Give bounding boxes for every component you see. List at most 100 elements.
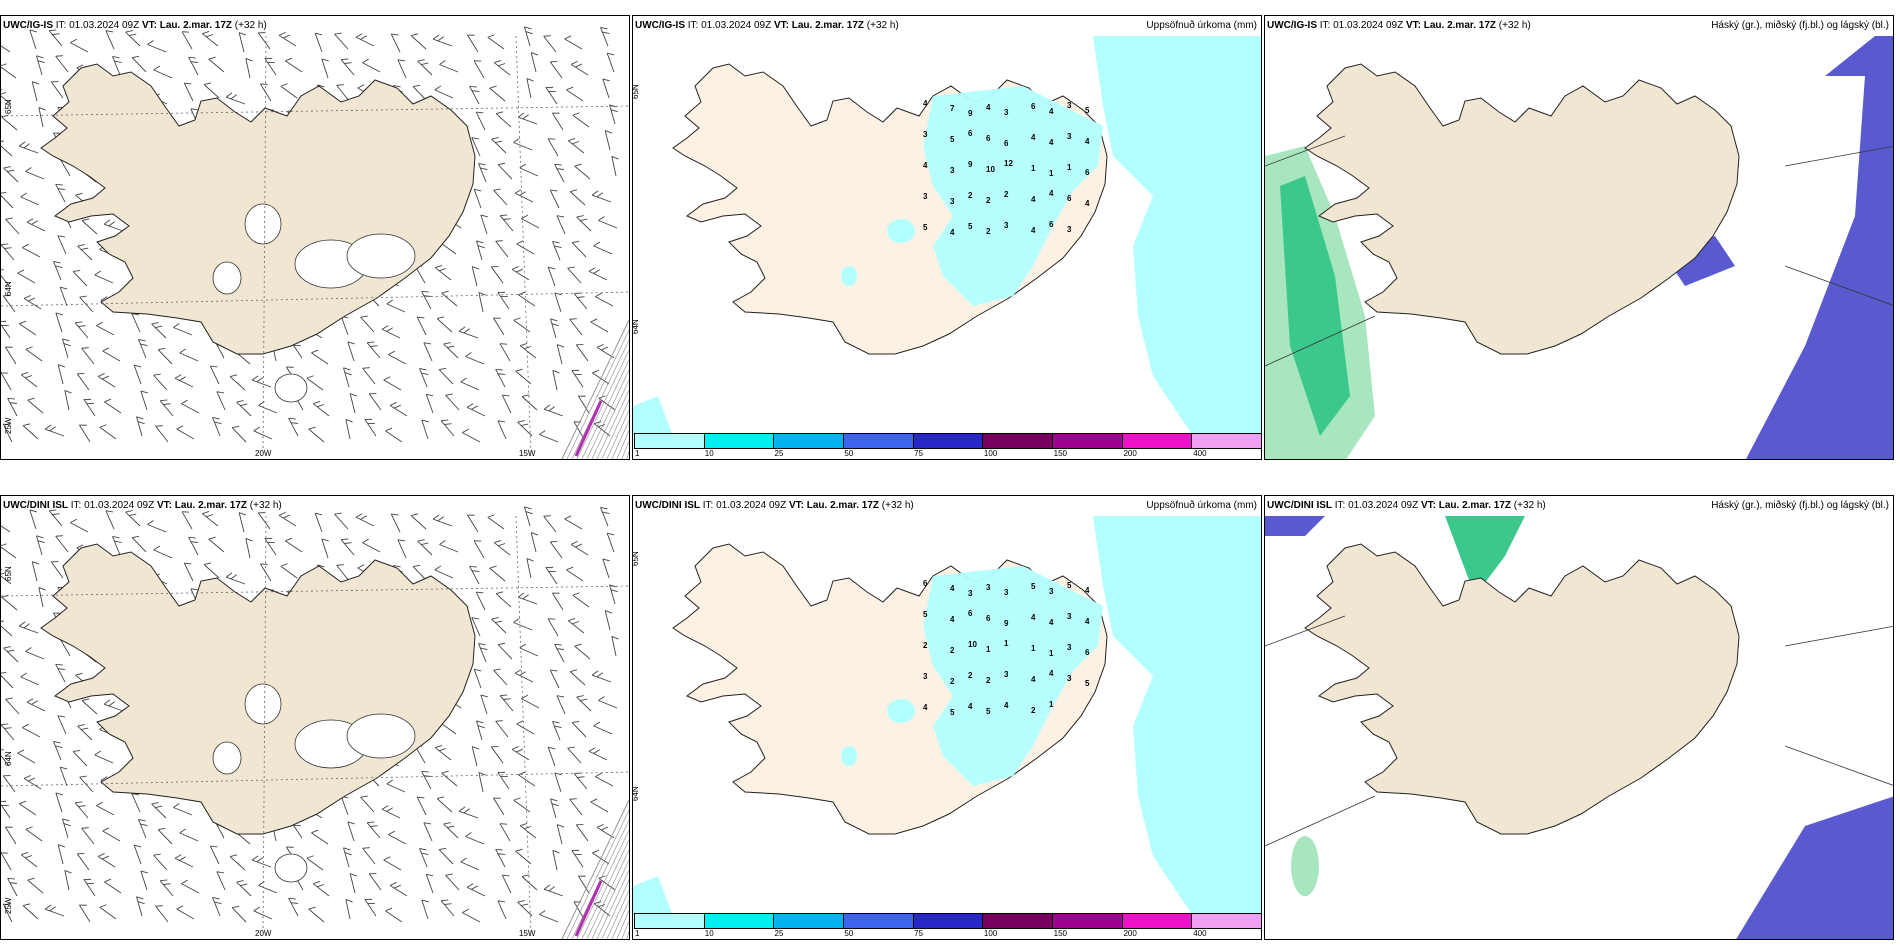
barb-staff xyxy=(593,725,613,735)
barb-staff xyxy=(554,292,562,313)
barb-staff xyxy=(397,539,407,559)
barb-feather xyxy=(598,904,606,908)
barb-feather xyxy=(21,371,29,376)
barb-staff xyxy=(285,540,303,553)
barb-staff xyxy=(173,807,193,816)
wind-barb xyxy=(511,266,530,281)
barb-feather xyxy=(181,399,188,405)
barb-staff xyxy=(340,796,349,816)
barb-staff xyxy=(544,888,564,897)
wind-barb xyxy=(280,563,298,579)
wind-barb xyxy=(253,426,273,440)
wind-barb xyxy=(493,539,511,556)
barb-feather xyxy=(267,542,275,544)
barb-feather xyxy=(421,419,429,423)
wind-barb xyxy=(349,393,358,414)
colorbar-swatch xyxy=(704,914,775,928)
wind-barb xyxy=(604,610,613,631)
barb-feather xyxy=(423,775,432,777)
hatch-line xyxy=(616,429,629,459)
barb-feather xyxy=(79,775,87,778)
wind-barb xyxy=(445,873,460,891)
barb-staff xyxy=(516,723,535,735)
barb-feather xyxy=(498,543,506,547)
barb-staff xyxy=(385,430,403,443)
wind-barb xyxy=(600,507,610,527)
barb-staff xyxy=(179,352,199,362)
barb-staff xyxy=(308,428,325,443)
precip-value: 4 xyxy=(1031,226,1036,235)
wind-barb xyxy=(554,292,562,313)
barb-feather xyxy=(86,403,94,405)
wind-barb xyxy=(567,266,582,284)
barb-feather xyxy=(522,874,530,878)
barb-feather xyxy=(253,906,261,912)
lat-label: 64N xyxy=(632,319,640,334)
precip-value: 5 xyxy=(1085,679,1090,688)
barb-staff xyxy=(102,350,121,362)
precip-value: 1 xyxy=(1031,164,1036,173)
wind-barb xyxy=(181,399,200,414)
barb-feather xyxy=(347,341,355,345)
barb-feather xyxy=(514,189,522,194)
barb-staff xyxy=(547,267,556,287)
wind-barb xyxy=(360,795,375,813)
barb-staff xyxy=(345,899,351,920)
wind-barb xyxy=(29,29,37,50)
wind-barb xyxy=(125,510,141,527)
vt-value: Lau. 2.mar. 17Z xyxy=(806,500,880,511)
precip-value: 3 xyxy=(1049,587,1054,596)
barb-feather xyxy=(566,86,574,91)
wind-barb xyxy=(97,373,116,388)
barb-feather xyxy=(53,612,61,614)
barb-staff xyxy=(513,799,531,813)
barb-staff xyxy=(208,58,225,73)
barb-staff xyxy=(480,694,488,715)
barb-staff xyxy=(493,62,511,76)
barb-staff xyxy=(478,292,484,313)
barb-feather xyxy=(311,349,319,354)
barb-feather xyxy=(55,663,63,666)
barb-feather xyxy=(184,82,192,85)
wind-barb xyxy=(543,515,557,533)
wind-barb xyxy=(462,428,481,443)
barb-staff xyxy=(1,193,14,209)
barb-feather xyxy=(435,264,443,269)
wind-barb xyxy=(147,40,167,53)
barb-feather xyxy=(521,694,528,700)
barb-feather xyxy=(383,376,391,381)
colorbar-label: 200 xyxy=(1123,449,1137,458)
barb-feather xyxy=(19,800,27,805)
colorbar-swatch xyxy=(1122,914,1193,928)
barb-staff xyxy=(343,367,350,388)
barb-feather xyxy=(179,348,187,354)
barb-feather xyxy=(64,390,72,394)
wind-barb xyxy=(434,565,454,579)
model-name: UWC/DINI ISL xyxy=(3,500,68,511)
barb-feather xyxy=(245,58,253,62)
wind-barb xyxy=(425,393,434,414)
colorbar-label: 150 xyxy=(1053,929,1068,938)
barb-staff xyxy=(574,165,591,180)
barb-feather xyxy=(112,536,120,539)
wind-barb xyxy=(355,513,375,527)
wind-barb xyxy=(79,295,94,313)
precip-value: 6 xyxy=(986,614,991,623)
wind-barb xyxy=(23,295,42,310)
wind-barb xyxy=(593,241,613,255)
barb-staff xyxy=(570,544,589,556)
clouds-map xyxy=(1265,516,1893,939)
barb-staff xyxy=(1,520,11,533)
wind-barb xyxy=(547,618,559,637)
barb-feather xyxy=(550,318,558,322)
wind-barb xyxy=(598,696,618,709)
precip-value: 12 xyxy=(1004,159,1013,168)
barb-staff xyxy=(462,912,481,923)
barb-staff xyxy=(1,724,15,741)
wind-barb xyxy=(5,217,20,235)
vt-label: VT: xyxy=(141,20,157,31)
it-label: IT: xyxy=(1334,500,1346,511)
wind-barb xyxy=(209,365,220,385)
wind-barb xyxy=(545,566,558,585)
wind-barb xyxy=(423,342,433,362)
